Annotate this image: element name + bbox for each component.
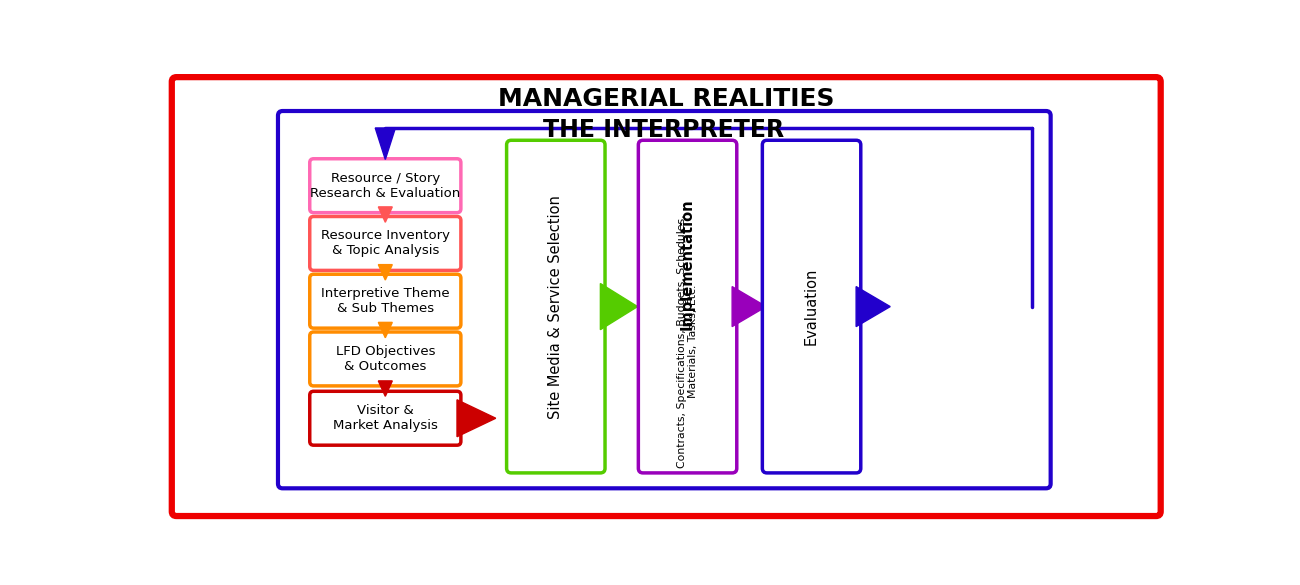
Text: Resource / Story
Research & Evaluation: Resource / Story Research & Evaluation [311, 172, 460, 199]
Text: Contracts, Specifications, Budgets, Schedules,
Materials, Tasks, Etc.: Contracts, Specifications, Budgets, Sche… [677, 215, 698, 468]
Polygon shape [732, 287, 766, 326]
Text: MANAGERIAL REALITIES: MANAGERIAL REALITIES [498, 87, 835, 111]
Text: Site Media & Service Selection: Site Media & Service Selection [549, 195, 563, 418]
Polygon shape [378, 322, 393, 338]
FancyBboxPatch shape [309, 216, 462, 270]
Polygon shape [378, 264, 393, 280]
Text: Resource Inventory
& Topic Analysis: Resource Inventory & Topic Analysis [321, 229, 450, 257]
Polygon shape [458, 400, 495, 437]
Text: Visitor &
Market Analysis: Visitor & Market Analysis [333, 404, 438, 432]
FancyBboxPatch shape [309, 159, 462, 213]
FancyBboxPatch shape [309, 391, 462, 445]
FancyBboxPatch shape [638, 140, 737, 473]
Text: THE INTERPRETER: THE INTERPRETER [543, 118, 784, 142]
FancyBboxPatch shape [309, 274, 462, 328]
Polygon shape [601, 284, 637, 330]
Polygon shape [378, 207, 393, 222]
Text: Implementation: Implementation [680, 198, 696, 330]
FancyBboxPatch shape [278, 111, 1050, 488]
FancyBboxPatch shape [507, 140, 604, 473]
Polygon shape [857, 287, 891, 326]
Text: LFD Objectives
& Outcomes: LFD Objectives & Outcomes [335, 345, 436, 373]
Text: Interpretive Theme
& Sub Themes: Interpretive Theme & Sub Themes [321, 287, 450, 315]
FancyBboxPatch shape [309, 332, 462, 386]
FancyBboxPatch shape [172, 77, 1161, 516]
Polygon shape [376, 128, 395, 160]
FancyBboxPatch shape [762, 140, 861, 473]
Text: Evaluation: Evaluation [805, 268, 819, 345]
Polygon shape [378, 381, 393, 396]
